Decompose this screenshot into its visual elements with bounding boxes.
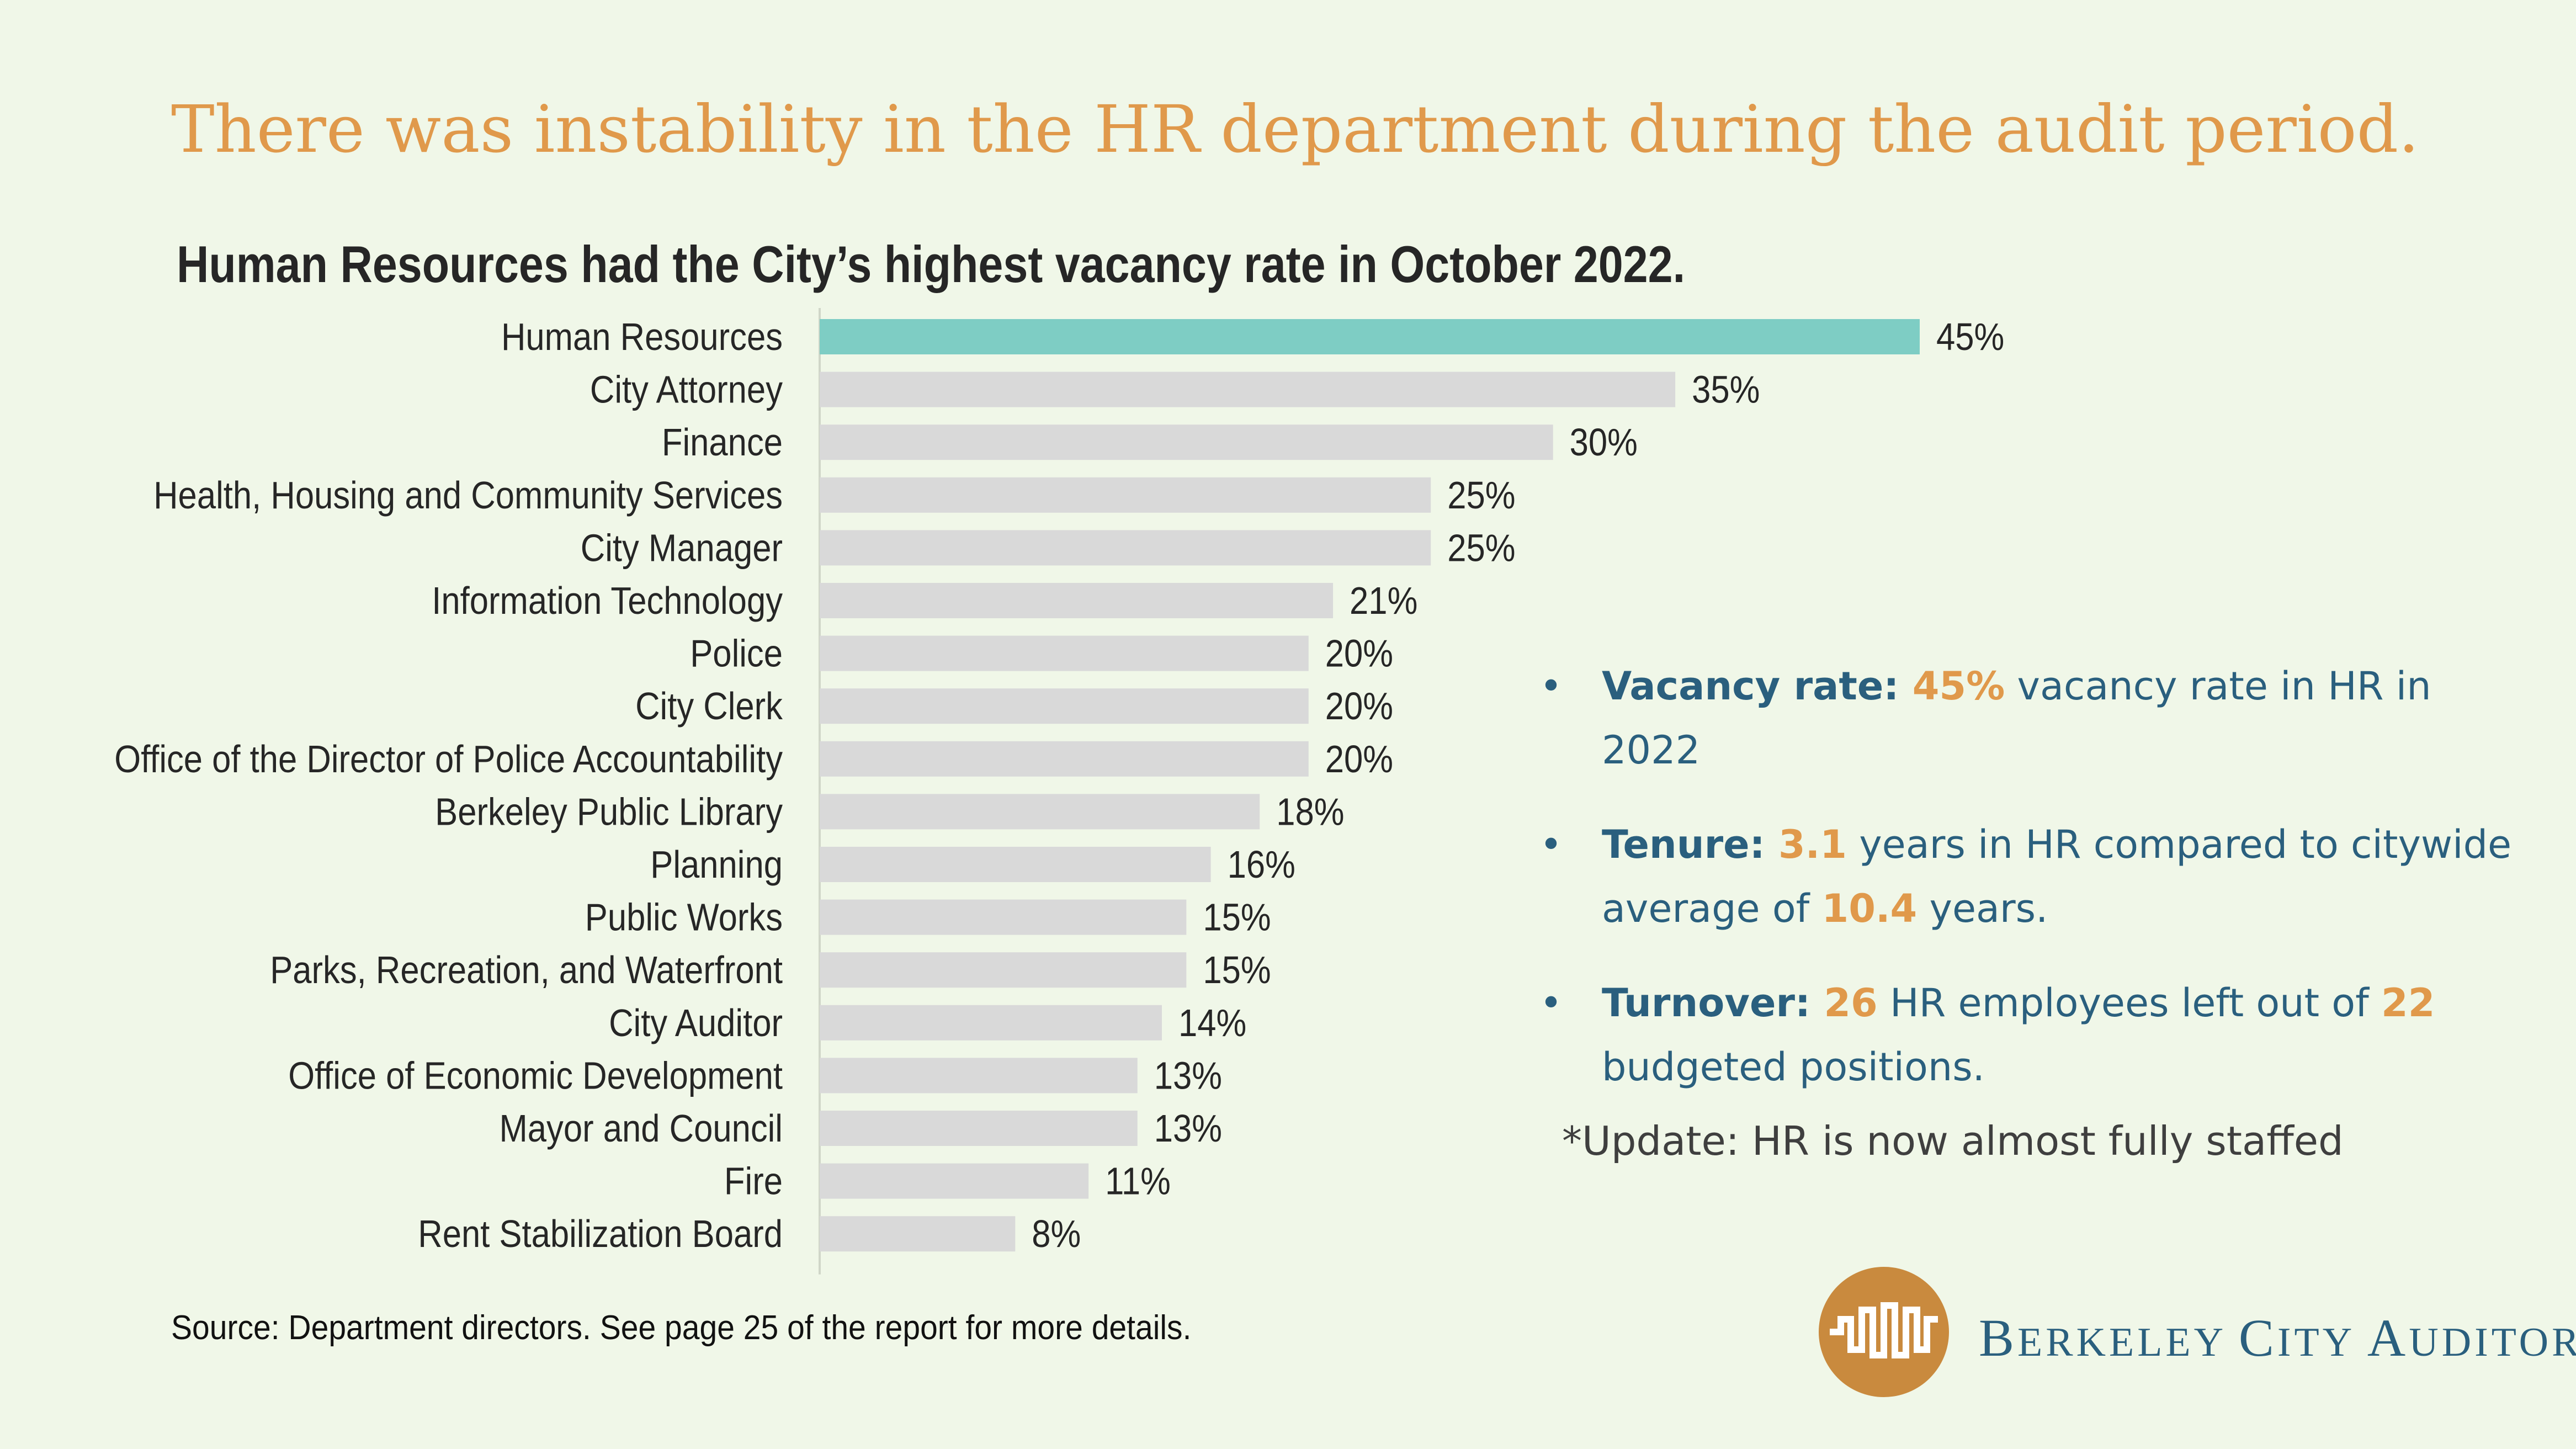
bar: [820, 794, 1260, 830]
key-stat-number: 3.1: [1778, 822, 1847, 867]
category-label: Police: [690, 631, 783, 675]
bar: [820, 1163, 1089, 1199]
key-stat-text: budgeted positions.: [1602, 1044, 1985, 1090]
bar-value-label: 20%: [1325, 631, 1393, 675]
category-label: Office of the Director of Police Account…: [114, 737, 783, 781]
category-label: Rent Stabilization Board: [418, 1212, 783, 1255]
bar: [820, 1005, 1162, 1041]
bar: [820, 952, 1187, 988]
key-stats-list: • Vacancy rate: 45% vacancy rate in HR in…: [1534, 654, 2528, 1129]
bar-value-label: 15%: [1203, 948, 1271, 991]
category-label: Human Resources: [501, 315, 783, 358]
bar-value-label: 16%: [1228, 842, 1295, 886]
bar-value-label: 20%: [1325, 684, 1393, 728]
bar-value-label: 13%: [1154, 1054, 1222, 1097]
bar-highlight: [820, 319, 1920, 354]
key-stat-label: Turnover:: [1602, 980, 1824, 1026]
bar-value-label: 45%: [1936, 315, 2004, 358]
category-label: Finance: [662, 420, 783, 464]
category-label: City Auditor: [609, 1001, 783, 1044]
bar: [820, 583, 1334, 618]
chart-title: Human Resources had the City’s highest v…: [177, 235, 1686, 293]
bar-value-label: 11%: [1105, 1159, 1171, 1203]
bar-value-label: 20%: [1325, 737, 1393, 781]
category-label: Health, Housing and Community Services: [153, 473, 783, 517]
bar-value-label: 13%: [1154, 1106, 1222, 1150]
bar: [820, 1111, 1138, 1146]
bar-value-label: 18%: [1276, 790, 1344, 834]
key-stat-item: • Vacancy rate: 45% vacancy rate in HR in…: [1534, 654, 2528, 782]
category-label: City Manager: [581, 526, 783, 570]
category-label: Public Works: [585, 895, 783, 939]
bar: [820, 1058, 1138, 1094]
source-note: Source: Department directors. See page 2…: [171, 1309, 1192, 1347]
page-headline: There was instability in the HR departme…: [171, 91, 2419, 167]
key-stat-text: years.: [1917, 886, 2048, 931]
bar: [820, 899, 1187, 935]
bar: [820, 847, 1211, 882]
bar: [820, 688, 1309, 724]
key-stat-label: Tenure:: [1602, 822, 1778, 867]
category-label: Planning: [650, 842, 783, 886]
bar-value-label: 35%: [1692, 368, 1760, 411]
key-stat-number: 10.4: [1821, 886, 1918, 931]
key-stat-item: • Tenure: 3.1 years in HR compared to cit…: [1534, 813, 2528, 941]
bar: [820, 741, 1309, 777]
category-label: Office of Economic Development: [288, 1054, 783, 1097]
key-stat-label: Vacancy rate:: [1602, 664, 1913, 709]
bar: [820, 424, 1553, 460]
bar: [820, 477, 1431, 513]
key-stat-text: vacancy rate in HR in 2022: [1602, 664, 2431, 773]
bar-value-label: 14%: [1178, 1001, 1246, 1044]
bullet-dot-icon: •: [1539, 822, 1563, 867]
bar: [820, 1216, 1016, 1252]
category-label: Berkeley Public Library: [435, 790, 783, 834]
bullet-dot-icon: •: [1539, 980, 1563, 1026]
key-stat-item: • Turnover: 26 HR employees left out of 2…: [1534, 971, 2528, 1099]
category-label: Fire: [724, 1159, 783, 1203]
key-stat-number: 45%: [1912, 664, 2005, 709]
bar-value-label: 21%: [1350, 578, 1417, 622]
bar: [820, 371, 1676, 407]
key-stat-text: years in HR compared to citywide average…: [1602, 822, 2512, 931]
bar-value-label: 25%: [1447, 473, 1515, 517]
category-label: Mayor and Council: [500, 1106, 783, 1150]
key-stat-text: HR employees left out of: [1877, 980, 2382, 1026]
key-stat-number: 26: [1824, 980, 1878, 1026]
bar: [820, 530, 1431, 566]
bullet-dot-icon: •: [1539, 664, 1563, 709]
brand-name: BERKELEY CITY AUDITOR: [1979, 1308, 2576, 1367]
key-stat-number: 22: [2381, 980, 2435, 1026]
bar-value-label: 30%: [1570, 420, 1638, 464]
auditor-logo-icon: [1819, 1267, 1949, 1397]
bar-value-label: 15%: [1203, 895, 1271, 939]
update-note: *Update: HR is now almost fully staffed: [1562, 1118, 2344, 1164]
category-label: Parks, Recreation, and Waterfront: [270, 948, 783, 991]
bar: [820, 635, 1309, 671]
bar-value-label: 25%: [1447, 526, 1515, 570]
bar-value-label: 8%: [1032, 1212, 1081, 1255]
category-label: Information Technology: [432, 578, 783, 622]
category-label: City Clerk: [635, 684, 783, 728]
category-label: City Attorney: [590, 368, 783, 411]
